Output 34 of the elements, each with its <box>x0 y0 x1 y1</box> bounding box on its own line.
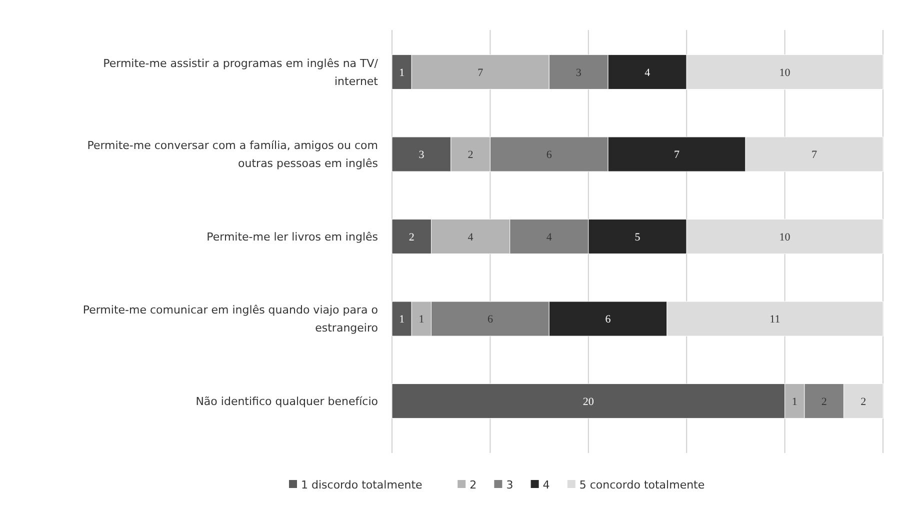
data-label: 11 <box>770 314 780 326</box>
y-tick-label: Permite-me comunicar em inglês quando viajo para o estrangeiro <box>82 304 378 335</box>
data-label: 10 <box>779 231 791 244</box>
data-label: 4 <box>644 66 651 79</box>
data-label: 4 <box>546 231 552 244</box>
data-label: 2 <box>468 149 474 162</box>
data-label: 2 <box>860 396 866 408</box>
data-label: 6 <box>546 149 552 162</box>
y-tick-label: Permite-me conversar com a família, amigos ou com outras pessoas em inglês <box>87 139 378 170</box>
y-tick-label: Permite-me ler livros em inglês <box>206 230 378 244</box>
data-label: 10 <box>779 66 791 79</box>
legend-label: 1 discordo totalmente <box>301 478 422 492</box>
y-tick-label: Permite-me assistir a programas em inglês na TV/ internet <box>103 56 379 88</box>
data-label: 20 <box>582 396 594 408</box>
legend-label: 3 <box>506 478 514 492</box>
data-label: 1 <box>792 396 798 408</box>
y-tick-label: Não identifico qualquer benefício <box>196 394 378 408</box>
data-label: 7 <box>478 66 484 79</box>
data-label: 3 <box>576 66 582 79</box>
data-label: 2 <box>821 396 827 408</box>
legend-label: 5 concordo totalmente <box>579 478 705 492</box>
data-label: 6 <box>605 314 612 326</box>
data-label: 7 <box>812 149 818 162</box>
data-label: 4 <box>468 231 474 244</box>
data-label: 2 <box>408 231 414 244</box>
data-label: 1 <box>418 314 424 326</box>
data-label: 6 <box>487 314 494 326</box>
legend-label: 2 <box>470 478 477 492</box>
data-label: 1 <box>399 66 405 79</box>
data-label: 5 <box>634 231 641 244</box>
data-label: 1 <box>399 314 405 326</box>
data-label: 7 <box>674 149 680 162</box>
data-label: 3 <box>418 149 425 162</box>
legend-label: 4 <box>542 478 550 492</box>
